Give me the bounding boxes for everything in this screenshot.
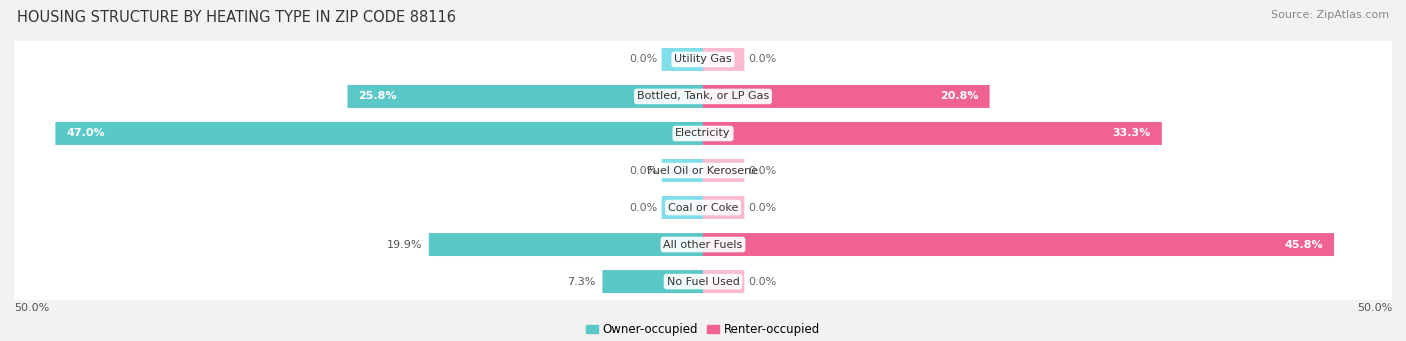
FancyBboxPatch shape <box>14 255 1392 308</box>
FancyBboxPatch shape <box>662 196 703 219</box>
Text: 7.3%: 7.3% <box>567 277 596 286</box>
FancyBboxPatch shape <box>55 122 703 145</box>
Text: Electricity: Electricity <box>675 129 731 138</box>
Text: 0.0%: 0.0% <box>630 203 658 212</box>
Text: HOUSING STRUCTURE BY HEATING TYPE IN ZIP CODE 88116: HOUSING STRUCTURE BY HEATING TYPE IN ZIP… <box>17 10 456 25</box>
Text: Bottled, Tank, or LP Gas: Bottled, Tank, or LP Gas <box>637 91 769 102</box>
FancyBboxPatch shape <box>662 48 703 71</box>
Text: 0.0%: 0.0% <box>748 165 776 176</box>
FancyBboxPatch shape <box>703 48 744 71</box>
Text: 33.3%: 33.3% <box>1112 129 1152 138</box>
Text: 25.8%: 25.8% <box>359 91 396 102</box>
FancyBboxPatch shape <box>703 159 744 182</box>
FancyBboxPatch shape <box>347 85 703 108</box>
Text: 47.0%: 47.0% <box>66 129 105 138</box>
Text: Source: ZipAtlas.com: Source: ZipAtlas.com <box>1271 10 1389 20</box>
Text: Fuel Oil or Kerosene: Fuel Oil or Kerosene <box>647 165 759 176</box>
Text: Utility Gas: Utility Gas <box>675 55 731 64</box>
Text: 50.0%: 50.0% <box>14 303 49 313</box>
FancyBboxPatch shape <box>602 270 703 293</box>
Text: 0.0%: 0.0% <box>748 203 776 212</box>
FancyBboxPatch shape <box>703 233 1334 256</box>
FancyBboxPatch shape <box>14 218 1392 271</box>
FancyBboxPatch shape <box>703 270 744 293</box>
Text: 45.8%: 45.8% <box>1285 239 1323 250</box>
FancyBboxPatch shape <box>703 85 990 108</box>
Text: 0.0%: 0.0% <box>748 277 776 286</box>
Legend: Owner-occupied, Renter-occupied: Owner-occupied, Renter-occupied <box>581 318 825 341</box>
Text: All other Fuels: All other Fuels <box>664 239 742 250</box>
FancyBboxPatch shape <box>14 33 1392 86</box>
FancyBboxPatch shape <box>662 159 703 182</box>
FancyBboxPatch shape <box>14 70 1392 123</box>
FancyBboxPatch shape <box>703 196 744 219</box>
FancyBboxPatch shape <box>14 107 1392 160</box>
Text: No Fuel Used: No Fuel Used <box>666 277 740 286</box>
Text: 0.0%: 0.0% <box>748 55 776 64</box>
FancyBboxPatch shape <box>429 233 703 256</box>
Text: 50.0%: 50.0% <box>1357 303 1392 313</box>
Text: 0.0%: 0.0% <box>630 55 658 64</box>
Text: Coal or Coke: Coal or Coke <box>668 203 738 212</box>
Text: 20.8%: 20.8% <box>941 91 979 102</box>
Text: 0.0%: 0.0% <box>630 165 658 176</box>
Text: 19.9%: 19.9% <box>387 239 422 250</box>
FancyBboxPatch shape <box>14 181 1392 234</box>
FancyBboxPatch shape <box>14 144 1392 197</box>
FancyBboxPatch shape <box>703 122 1161 145</box>
